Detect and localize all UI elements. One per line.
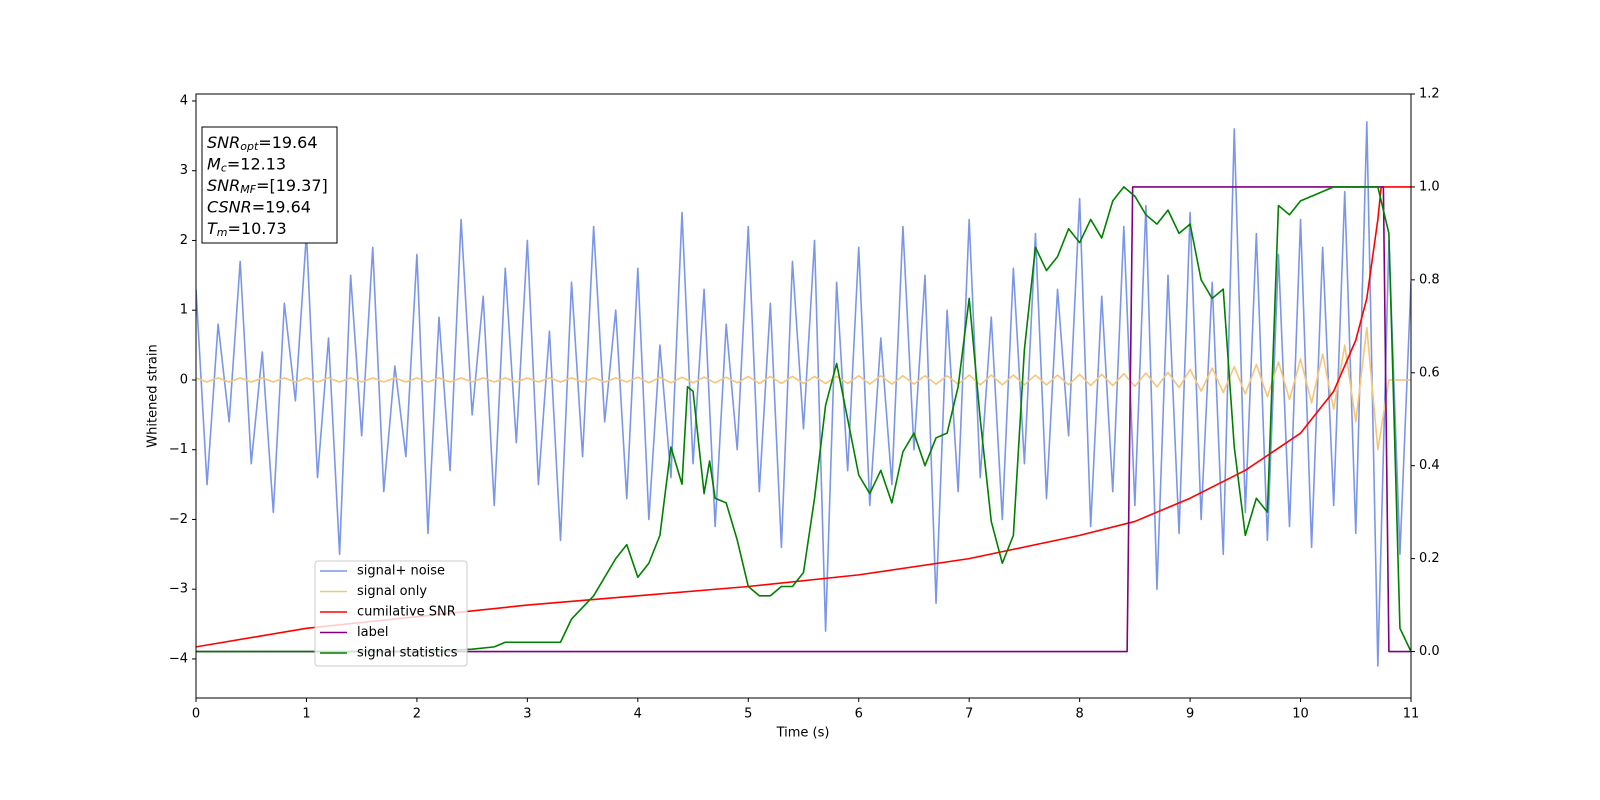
info-value: =10.73 <box>228 219 287 238</box>
y-tick-label: −2 <box>169 512 188 527</box>
y-axis-label: Whitened strain <box>146 344 161 447</box>
legend-label: signal+ noise <box>357 564 445 579</box>
legend: signal+ noise signal only cumilative SNR la… <box>314 560 468 667</box>
x-tick-label: 2 <box>413 707 421 722</box>
info-subscript: MF <box>240 183 256 196</box>
x-tick-label: 6 <box>855 707 863 722</box>
x-tick-label: 5 <box>744 707 752 722</box>
x-tick-label: 8 <box>1075 707 1083 722</box>
info-symbol: CSNR <box>207 197 252 216</box>
info-subscript: c <box>221 162 227 175</box>
x-axis-label: Time (s) <box>776 726 830 741</box>
series-line <box>196 186 1411 653</box>
info-value: =12.13 <box>227 154 286 173</box>
y-tick-label: −4 <box>169 651 188 666</box>
x-tick-label: 3 <box>523 707 531 722</box>
legend-label: label <box>357 625 388 640</box>
info-line: SNRMF=[19.37] <box>207 176 328 197</box>
x-tick-label: 0 <box>192 707 200 722</box>
y-tick-label: 4 <box>180 93 188 108</box>
info-line: CSNR=19.64 <box>207 197 311 216</box>
series-line <box>196 326 1411 451</box>
y-tick-label: 1 <box>180 303 188 318</box>
info-subscript: opt <box>240 140 259 153</box>
y-tick-label: 2 <box>180 233 188 248</box>
info-box: SNRopt=19.64Mc=12.13SNRMF=[19.37]CSNR=19… <box>201 126 338 244</box>
x-tick-label: 10 <box>1292 707 1309 722</box>
y2-tick-label: 0.0 <box>1419 644 1440 659</box>
legend-label: signal statistics <box>357 646 458 661</box>
series-line <box>196 186 1411 653</box>
info-value: =[19.37] <box>256 176 328 195</box>
legend-label: cumilative SNR <box>357 605 456 620</box>
info-line: Tm=10.73 <box>207 219 287 240</box>
y2-tick-label: 0.8 <box>1419 272 1440 287</box>
axes-frame <box>195 93 1412 699</box>
x-tick-label: 4 <box>634 707 642 722</box>
y-tick-label: −3 <box>169 582 188 597</box>
info-symbol: SNR <box>207 133 240 152</box>
x-tick-label: 1 <box>302 707 310 722</box>
info-value: =19.64 <box>258 133 317 152</box>
info-subscript: m <box>217 226 228 239</box>
info-line: Mc=12.13 <box>207 154 286 175</box>
legend-label: signal only <box>357 584 427 599</box>
x-tick-label: 9 <box>1186 707 1194 722</box>
y2-tick-label: 1.0 <box>1419 179 1440 194</box>
series-line <box>196 121 1411 667</box>
y-tick-label: −1 <box>169 442 188 457</box>
info-line: SNRopt=19.64 <box>207 133 318 154</box>
x-tick-label: 11 <box>1403 707 1420 722</box>
y-tick-label: 3 <box>180 163 188 178</box>
info-symbol: M <box>207 154 221 173</box>
plot-area <box>196 121 1411 667</box>
info-symbol: SNR <box>207 176 240 195</box>
y2-tick-label: 0.4 <box>1419 458 1440 473</box>
legend-frame <box>314 560 468 667</box>
info-value: =19.64 <box>252 197 311 216</box>
x-tick-label: 7 <box>965 707 973 722</box>
y-tick-label: 0 <box>180 372 188 387</box>
series-line <box>196 186 1411 648</box>
y2-tick-label: 0.2 <box>1419 551 1440 566</box>
info-box-frame <box>201 126 338 244</box>
y2-tick-label: 1.2 <box>1419 87 1440 102</box>
info-symbol: T <box>207 219 218 238</box>
y2-tick-label: 0.6 <box>1419 365 1440 380</box>
